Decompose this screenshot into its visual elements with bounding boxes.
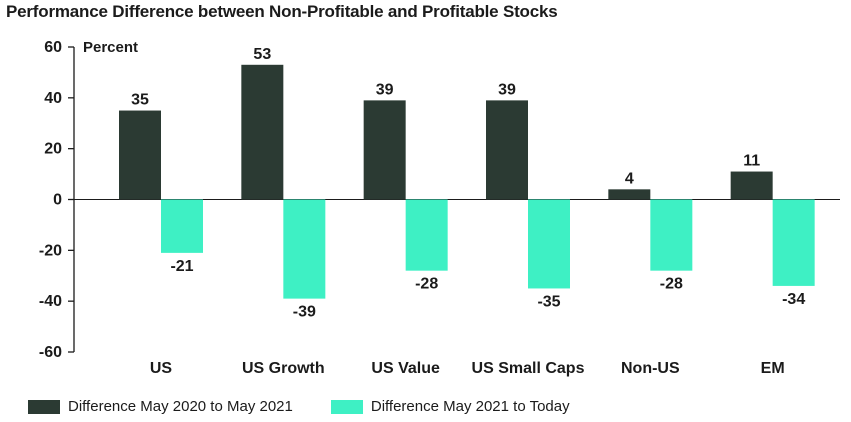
legend-label-series2: Difference May 2021 to Today (370, 398, 570, 415)
bar (772, 199, 815, 286)
data-label: 35 (131, 92, 149, 109)
x-category-label: Non-US (621, 360, 680, 377)
bar (730, 171, 773, 200)
bar (405, 199, 448, 271)
y-tick-label: -20 (39, 242, 62, 259)
bar-chart: 60 40 20 0 -20 -40 -60 Percent 35 -21 US 53 -39 US Gr… (39, 39, 840, 377)
legend-label-series1: Difference May 2020 to May 2021 (68, 398, 293, 415)
bar (119, 110, 161, 200)
data-label: -35 (537, 293, 560, 310)
y-tick-label: 20 (44, 141, 62, 158)
y-tick-label: -60 (39, 344, 62, 361)
data-label: -39 (293, 304, 316, 321)
y-axis-unit-label: Percent (83, 39, 138, 56)
data-label: -28 (415, 276, 438, 293)
bar (161, 199, 203, 253)
data-label: 4 (625, 170, 634, 187)
bar (363, 100, 406, 200)
y-tick-label: -40 (39, 293, 62, 310)
legend-item-series1: Difference May 2020 to May 2021 (28, 398, 293, 415)
legend-swatch-series1 (28, 399, 60, 414)
y-tick-label: 40 (44, 90, 62, 107)
legend-item-series2: Difference May 2021 to Today (330, 398, 570, 415)
data-label: -21 (170, 258, 193, 275)
bar (608, 189, 651, 200)
legend-swatch-series2 (330, 399, 363, 414)
x-category-label: US (150, 360, 173, 377)
bar (528, 199, 570, 289)
x-category-label: US Small Caps (472, 360, 585, 377)
y-tick-label: 60 (44, 39, 62, 56)
data-label: 11 (743, 153, 760, 170)
data-label: 53 (253, 46, 271, 63)
bar (283, 199, 326, 299)
y-tick-label: 0 (53, 192, 62, 209)
x-category-label: US Value (371, 360, 440, 377)
bar (241, 64, 284, 200)
x-category-label: US Growth (242, 360, 325, 377)
x-category-label: EM (761, 360, 785, 377)
bar (650, 199, 693, 271)
data-label: 39 (498, 81, 516, 98)
data-label: -34 (782, 291, 805, 308)
chart-title: Performance Difference between Non-Profi… (6, 2, 558, 21)
bar (486, 100, 528, 200)
data-label: 39 (376, 81, 394, 98)
legend: Difference May 2020 to May 2021 Differen… (28, 398, 608, 415)
data-label: -28 (660, 276, 683, 293)
